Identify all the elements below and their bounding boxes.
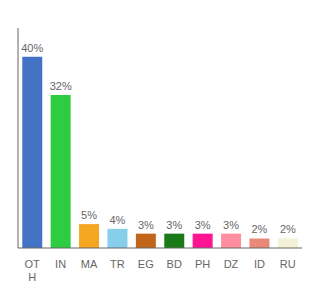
svg-text:PH: PH bbox=[195, 258, 210, 270]
svg-text:3%: 3% bbox=[138, 219, 154, 231]
svg-text:DZ: DZ bbox=[224, 258, 239, 270]
svg-text:2%: 2% bbox=[280, 223, 296, 235]
svg-text:EG: EG bbox=[138, 258, 154, 270]
svg-text:3%: 3% bbox=[223, 219, 239, 231]
svg-text:40%: 40% bbox=[21, 42, 43, 54]
svg-text:IN: IN bbox=[55, 258, 66, 270]
svg-text:TR: TR bbox=[110, 258, 125, 270]
svg-text:RU: RU bbox=[280, 258, 296, 270]
svg-text:2%: 2% bbox=[252, 223, 268, 235]
svg-text:5%: 5% bbox=[81, 209, 97, 221]
svg-text:BD: BD bbox=[167, 258, 182, 270]
svg-text:ID: ID bbox=[254, 258, 265, 270]
svg-text:MA: MA bbox=[81, 258, 98, 270]
svg-text:32%: 32% bbox=[50, 80, 72, 92]
svg-text:3%: 3% bbox=[166, 219, 182, 231]
svg-text:OTH: OTH bbox=[25, 258, 41, 283]
svg-text:3%: 3% bbox=[195, 219, 211, 231]
svg-text:4%: 4% bbox=[110, 214, 126, 226]
